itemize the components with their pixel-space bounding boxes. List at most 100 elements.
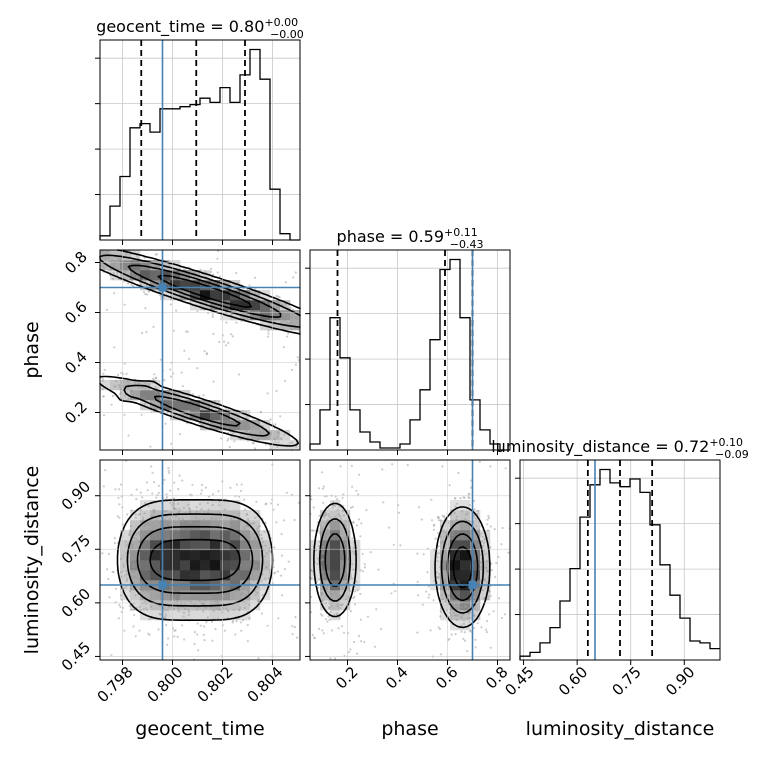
sample-point: [237, 290, 240, 293]
density-cell: [200, 520, 211, 531]
sample-point: [248, 603, 251, 607]
sample-point: [326, 529, 329, 532]
sample-point: [349, 575, 352, 579]
density-cell: [290, 310, 301, 321]
density-cell: [160, 500, 171, 511]
sample-point: [276, 570, 279, 573]
sample-point: [196, 633, 199, 636]
sample-point: [443, 555, 446, 559]
sample-point: [363, 563, 366, 566]
sample-point: [463, 609, 466, 612]
sample-point: [416, 631, 419, 634]
sample-point: [135, 498, 138, 501]
sample-point: [441, 597, 444, 601]
sample-point: [322, 632, 325, 635]
sample-point: [363, 566, 366, 569]
sample-point: [245, 513, 248, 516]
sample-point: [486, 560, 489, 563]
sample-point: [211, 639, 214, 642]
sample-point: [261, 593, 264, 597]
sample-point: [452, 600, 455, 603]
x-tick-label: 0.60: [555, 663, 591, 699]
sample-point: [260, 436, 263, 439]
sample-point: [262, 540, 265, 544]
sample-point: [462, 637, 465, 641]
sample-point: [332, 504, 335, 507]
sample-point: [238, 373, 241, 376]
sample-point: [177, 610, 180, 613]
density-cell: [180, 610, 191, 621]
sample-point: [288, 441, 291, 444]
sample-point: [117, 268, 120, 271]
density-cell: [190, 570, 201, 581]
density-cell: [170, 530, 181, 541]
sample-point: [284, 379, 287, 382]
sample-point: [276, 436, 279, 439]
density-cell: [120, 260, 131, 271]
sample-point: [124, 574, 127, 577]
sample-point: [202, 518, 205, 521]
sample-point: [172, 329, 175, 332]
density-cell: [470, 550, 481, 561]
sample-point: [112, 277, 115, 280]
sample-point: [327, 507, 331, 510]
sample-point: [277, 617, 280, 620]
sample-point: [135, 275, 138, 279]
density-cell: [140, 570, 151, 581]
sample-point: [162, 295, 166, 298]
density-cell: [250, 530, 261, 541]
sample-point: [450, 633, 453, 636]
sample-point: [115, 379, 118, 382]
sample-point: [246, 518, 250, 521]
sample-point: [294, 271, 297, 274]
sample-point: [156, 253, 159, 256]
sample-point: [237, 495, 241, 498]
density-cell: [270, 320, 281, 331]
sample-point: [209, 603, 213, 606]
sample-point: [154, 376, 157, 379]
sample-point: [321, 552, 324, 555]
sample-point: [188, 610, 191, 613]
sample-point: [486, 523, 489, 526]
density-cell: [160, 570, 171, 581]
sample-point: [336, 595, 339, 598]
sample-point: [178, 292, 181, 296]
sample-point: [174, 629, 177, 632]
sample-point: [178, 270, 181, 274]
title-upper-error: +0.00: [264, 16, 298, 29]
sample-point: [218, 275, 221, 278]
sample-point: [272, 508, 275, 511]
sample-point: [242, 419, 245, 422]
sample-point: [231, 335, 234, 338]
sample-point: [137, 256, 140, 259]
sample-point: [249, 536, 252, 539]
sample-point: [204, 606, 207, 609]
sample-point: [142, 589, 145, 593]
density-cell: [190, 410, 201, 421]
sample-point: [211, 517, 214, 520]
sample-point: [340, 517, 343, 521]
density-cell: [440, 540, 451, 551]
sample-point: [484, 552, 487, 555]
sample-point: [127, 397, 130, 400]
sample-point: [432, 528, 435, 531]
sample-point: [193, 631, 196, 634]
sample-point: [260, 537, 263, 540]
sample-point: [328, 618, 331, 621]
sample-point: [111, 257, 114, 260]
sample-point: [267, 329, 270, 332]
density-cell: [110, 380, 121, 391]
sample-point: [240, 629, 243, 632]
density-cell: [180, 540, 191, 551]
sample-point: [226, 595, 229, 598]
sample-point: [450, 520, 453, 523]
sample-point: [330, 605, 333, 608]
sample-point: [211, 620, 214, 624]
sample-point: [105, 252, 108, 255]
sample-point: [417, 594, 420, 597]
density-cell: [450, 600, 461, 611]
sample-point: [265, 552, 269, 555]
sample-point: [189, 493, 192, 496]
sample-point: [349, 610, 353, 613]
sample-point: [366, 615, 370, 618]
